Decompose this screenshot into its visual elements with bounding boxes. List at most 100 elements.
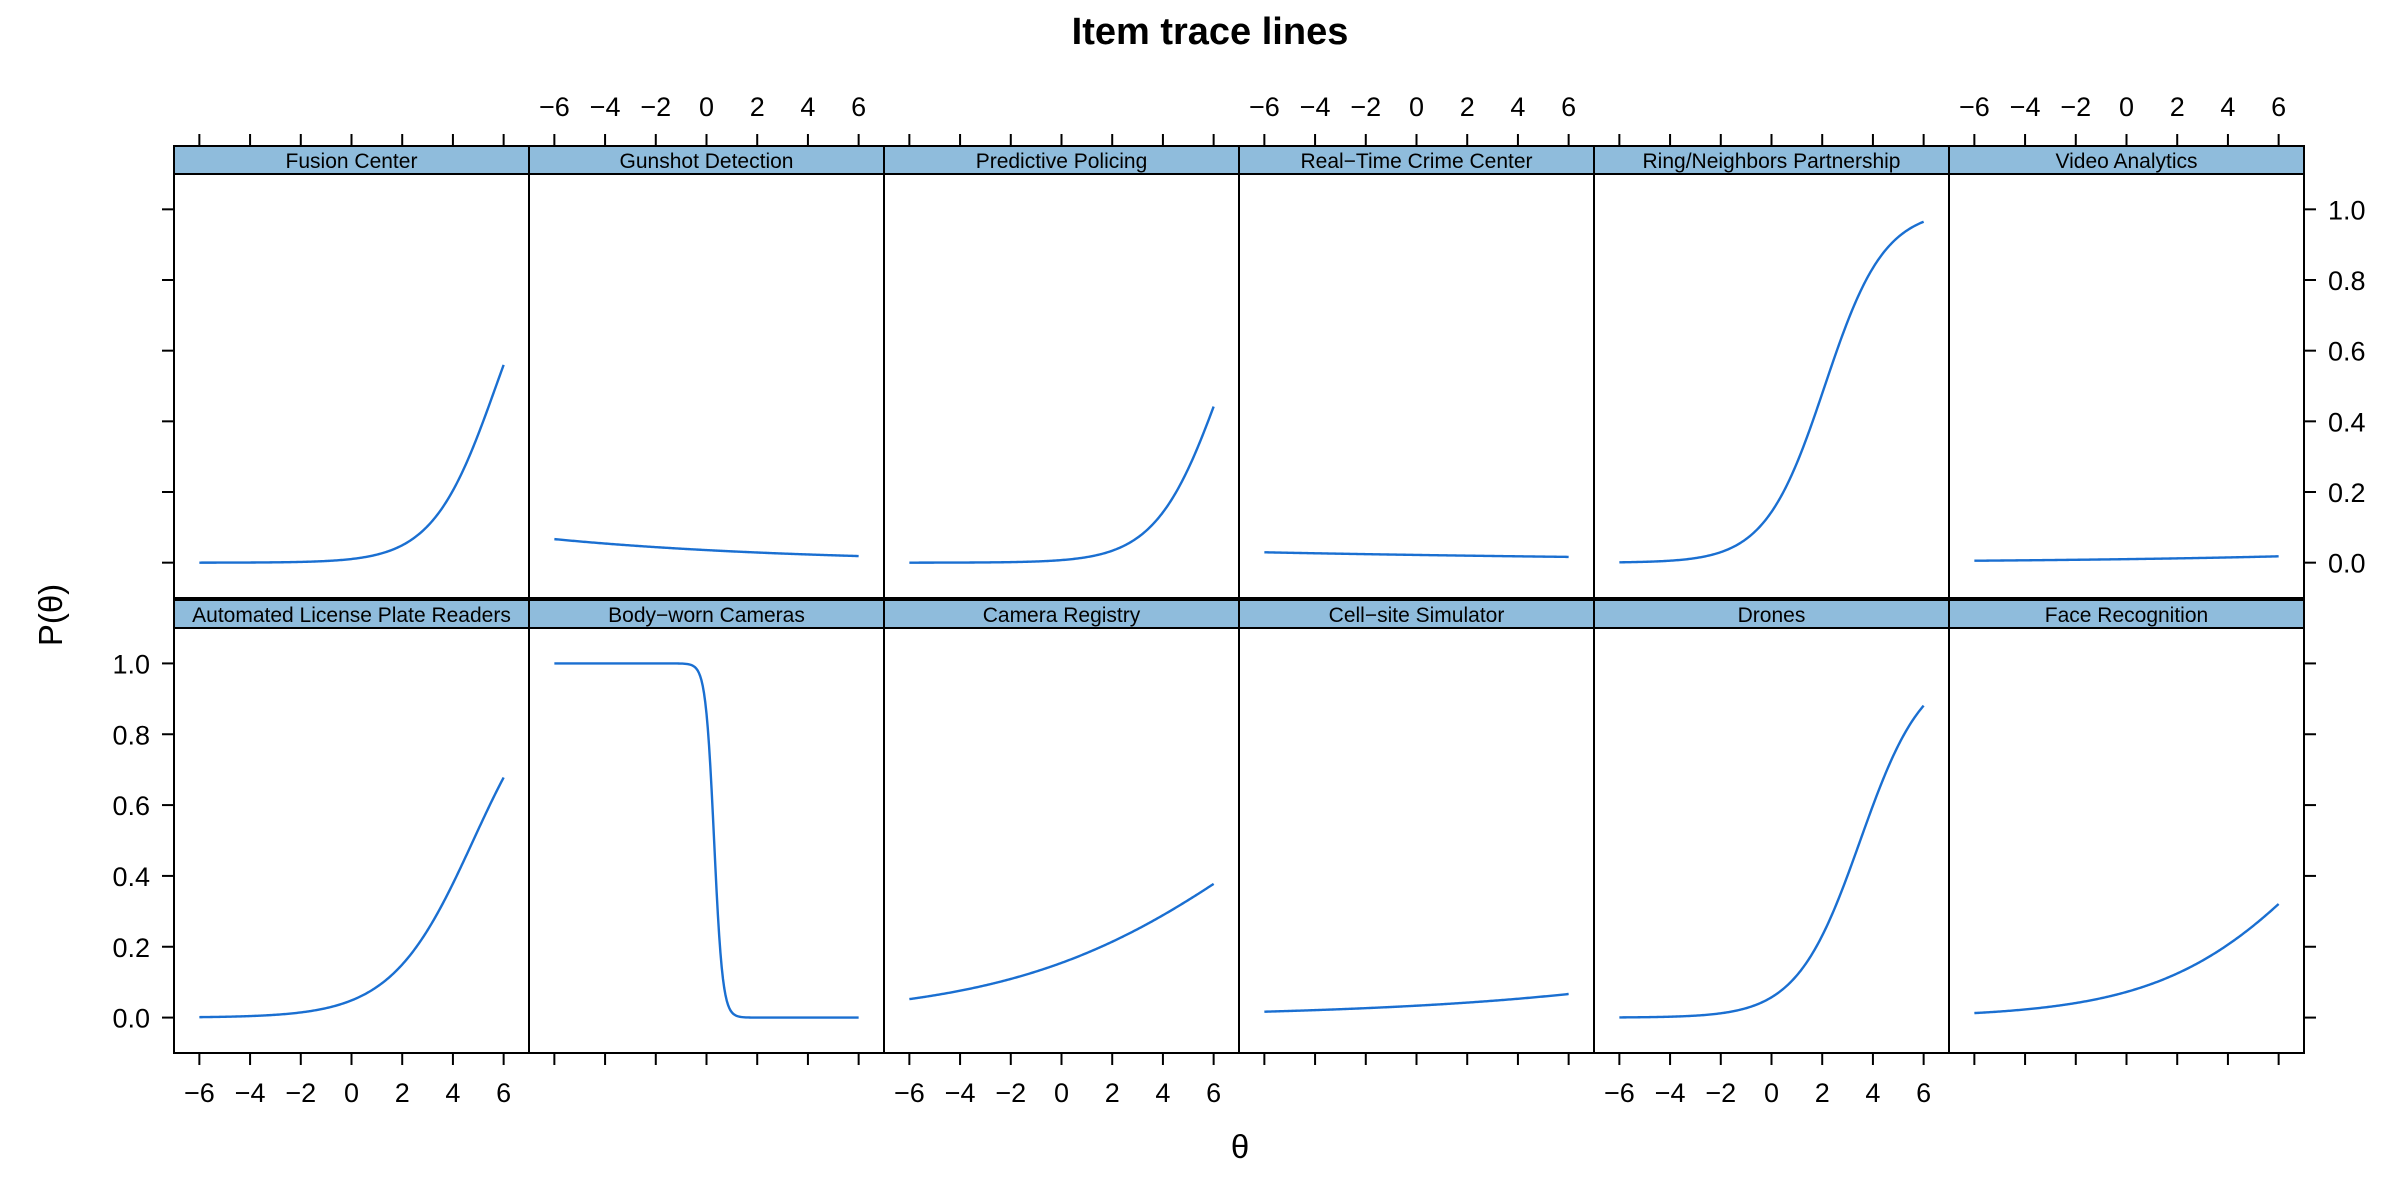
panel-strip bbox=[173, 145, 530, 175]
x-tick-label: 2 bbox=[1815, 1078, 1830, 1108]
x-tick-label: −6 bbox=[184, 1078, 215, 1108]
panel: Drones bbox=[1593, 599, 1950, 1054]
y-tick-label: 0.6 bbox=[2328, 337, 2366, 367]
y-tick-label: 0.0 bbox=[2328, 549, 2366, 579]
x-tick-label: 6 bbox=[1916, 1078, 1931, 1108]
trace-line bbox=[909, 882, 1215, 1001]
panel-frame bbox=[1593, 599, 1950, 1054]
panel-strip-label: Cell−site Simulator bbox=[1329, 604, 1505, 627]
panel-strip bbox=[883, 145, 1240, 175]
panel-strip bbox=[528, 599, 885, 629]
panel-strip bbox=[528, 145, 885, 175]
x-tick-label: −4 bbox=[590, 92, 621, 122]
x-tick-label: −6 bbox=[894, 1078, 925, 1108]
x-tick-label: 2 bbox=[750, 92, 765, 122]
x-tick-label: −4 bbox=[1655, 1078, 1686, 1108]
x-tick-label: −4 bbox=[2010, 92, 2041, 122]
x-tick-label: −2 bbox=[285, 1078, 316, 1108]
x-tick-label: −6 bbox=[1249, 92, 1280, 122]
trace-line bbox=[1974, 555, 2279, 562]
y-tick-label: 0.4 bbox=[112, 862, 150, 892]
panel: Predictive Policing bbox=[883, 145, 1240, 599]
panel-strip bbox=[1948, 145, 2305, 175]
x-tick-label: −6 bbox=[1959, 92, 1990, 122]
x-tick-label: 4 bbox=[1510, 92, 1525, 122]
panel-strip bbox=[1238, 145, 1595, 175]
panel: Body−worn Cameras bbox=[528, 599, 885, 1054]
trace-line bbox=[1264, 551, 1569, 559]
panel-strip bbox=[1948, 599, 2305, 629]
x-tick-label: 4 bbox=[800, 92, 815, 122]
trace-line bbox=[1974, 903, 2280, 1015]
x-tick-label: −2 bbox=[1350, 92, 1381, 122]
x-tick-label: −2 bbox=[1705, 1078, 1736, 1108]
x-tick-label: 6 bbox=[496, 1078, 511, 1108]
panel-frame bbox=[883, 145, 1240, 599]
panel-strip-label: Drones bbox=[1738, 604, 1806, 627]
panel: Real−Time Crime Center bbox=[1238, 145, 1595, 599]
x-tick-label: 2 bbox=[1460, 92, 1475, 122]
trace-line bbox=[1619, 704, 1925, 1019]
panel: Ring/Neighbors Partnership bbox=[1593, 145, 1950, 599]
panel-strip-label: Real−Time Crime Center bbox=[1300, 150, 1532, 173]
panel-frame bbox=[1238, 599, 1595, 1054]
panel-strip-label: Video Analytics bbox=[2055, 150, 2197, 173]
panel-frame bbox=[528, 145, 885, 599]
panel: Video Analytics bbox=[1948, 145, 2305, 599]
x-tick-label: 4 bbox=[1865, 1078, 1880, 1108]
panel-strip bbox=[883, 599, 1240, 629]
x-tick-label: −6 bbox=[1604, 1078, 1635, 1108]
panel-strip-label: Camera Registry bbox=[983, 604, 1141, 627]
x-tick-label: 0 bbox=[699, 92, 714, 122]
y-tick-label: 0.0 bbox=[112, 1004, 150, 1034]
panel: Camera Registry bbox=[883, 599, 1240, 1054]
trace-line bbox=[554, 537, 859, 558]
panel-frame bbox=[1593, 145, 1950, 599]
y-axis-label: P(θ) bbox=[32, 584, 69, 646]
panel-strip-label: Fusion Center bbox=[286, 150, 418, 173]
x-tick-label: 6 bbox=[851, 92, 866, 122]
x-tick-label: 0 bbox=[344, 1078, 359, 1108]
y-tick-label: 0.8 bbox=[2328, 266, 2366, 296]
y-tick-label: 1.0 bbox=[112, 649, 150, 679]
x-tick-label: −4 bbox=[235, 1078, 266, 1108]
x-tick-label: 6 bbox=[1206, 1078, 1221, 1108]
chart-title: Item trace lines bbox=[1072, 11, 1349, 53]
x-axis-label: θ bbox=[1231, 1128, 1249, 1165]
panel: Fusion Center bbox=[173, 145, 530, 599]
panel-strip-label: Predictive Policing bbox=[976, 150, 1148, 173]
x-tick-label: 4 bbox=[445, 1078, 460, 1108]
trace-line bbox=[909, 406, 1215, 564]
x-tick-label: 0 bbox=[2119, 92, 2134, 122]
trace-line bbox=[1264, 992, 1569, 1013]
y-tick-label: 0.2 bbox=[2328, 478, 2366, 508]
panel: Cell−site Simulator bbox=[1238, 599, 1595, 1054]
panel-strip-label: Automated License Plate Readers bbox=[192, 604, 511, 627]
x-tick-label: 6 bbox=[2271, 92, 2286, 122]
panel: Face Recognition bbox=[1948, 599, 2305, 1054]
x-tick-label: 0 bbox=[1054, 1078, 1069, 1108]
panels-group: Automated License Plate Readers Body−worn… bbox=[112, 92, 2365, 1108]
x-tick-label: 2 bbox=[1105, 1078, 1120, 1108]
panel-frame bbox=[173, 145, 530, 599]
x-tick-label: −2 bbox=[2060, 92, 2091, 122]
x-tick-label: 4 bbox=[1155, 1078, 1170, 1108]
x-tick-label: −2 bbox=[640, 92, 671, 122]
panel-strip-label: Body−worn Cameras bbox=[608, 604, 805, 627]
trace-line bbox=[1619, 220, 1925, 564]
x-tick-label: 0 bbox=[1764, 1078, 1779, 1108]
y-tick-label: 1.0 bbox=[2328, 195, 2366, 225]
trace-line bbox=[199, 364, 505, 564]
x-tick-label: −4 bbox=[1300, 92, 1331, 122]
x-tick-label: 2 bbox=[395, 1078, 410, 1108]
x-tick-label: 4 bbox=[2220, 92, 2235, 122]
x-tick-label: −6 bbox=[539, 92, 570, 122]
panel-strip-label: Gunshot Detection bbox=[620, 150, 794, 173]
panel-frame bbox=[1948, 599, 2305, 1054]
panel-frame bbox=[1238, 145, 1595, 599]
panel-frame bbox=[173, 599, 530, 1054]
y-tick-label: 0.6 bbox=[112, 791, 150, 821]
panel-strip bbox=[173, 599, 530, 629]
panel-frame bbox=[883, 599, 1240, 1054]
